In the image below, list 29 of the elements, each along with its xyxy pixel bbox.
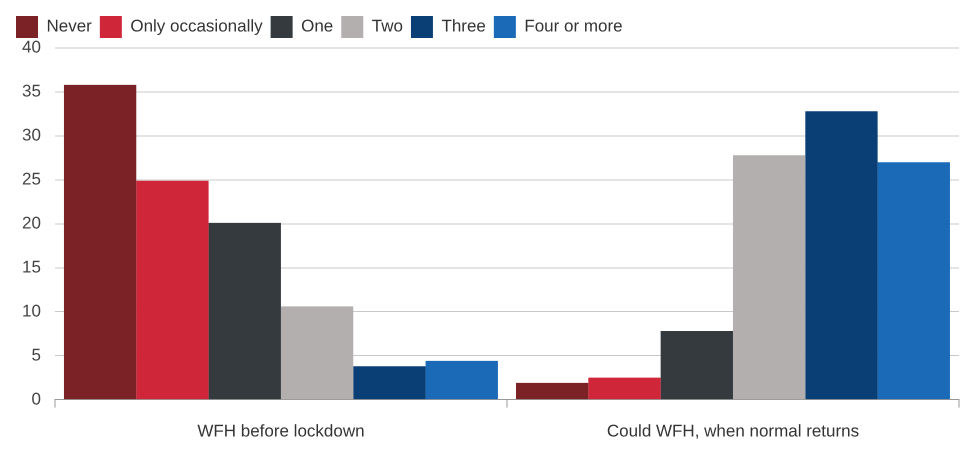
legend-label: One <box>301 16 334 36</box>
y-tick-label: 0 <box>31 389 41 408</box>
y-tick-label: 25 <box>22 170 41 189</box>
legend-label: Three <box>441 16 486 36</box>
legend-label: Never <box>46 16 92 36</box>
legend-label: Four or more <box>524 16 623 36</box>
bar <box>426 360 498 400</box>
bar <box>732 155 806 400</box>
bar <box>878 162 950 400</box>
legend-label: Only occasionally <box>130 16 264 36</box>
bar <box>588 378 661 400</box>
bar <box>660 331 733 400</box>
x-tick-label: WFH before lockdown <box>197 421 365 440</box>
x-tick-label: Could WFH, when normal returns <box>606 421 860 440</box>
bar <box>805 111 878 400</box>
bar <box>136 180 209 400</box>
bar <box>280 306 354 400</box>
bar <box>208 222 281 400</box>
y-tick-label: 35 <box>22 82 41 101</box>
y-tick-label: 5 <box>31 345 41 364</box>
bar <box>64 84 136 400</box>
y-tick-label: 30 <box>22 126 41 145</box>
bar <box>516 382 588 400</box>
y-tick-label: 40 <box>22 38 41 57</box>
y-tick-label: 20 <box>22 213 41 232</box>
y-tick-label: 10 <box>22 301 41 320</box>
legend-label: Two <box>372 16 403 36</box>
y-tick-label: 15 <box>22 257 41 276</box>
bar <box>353 366 426 400</box>
